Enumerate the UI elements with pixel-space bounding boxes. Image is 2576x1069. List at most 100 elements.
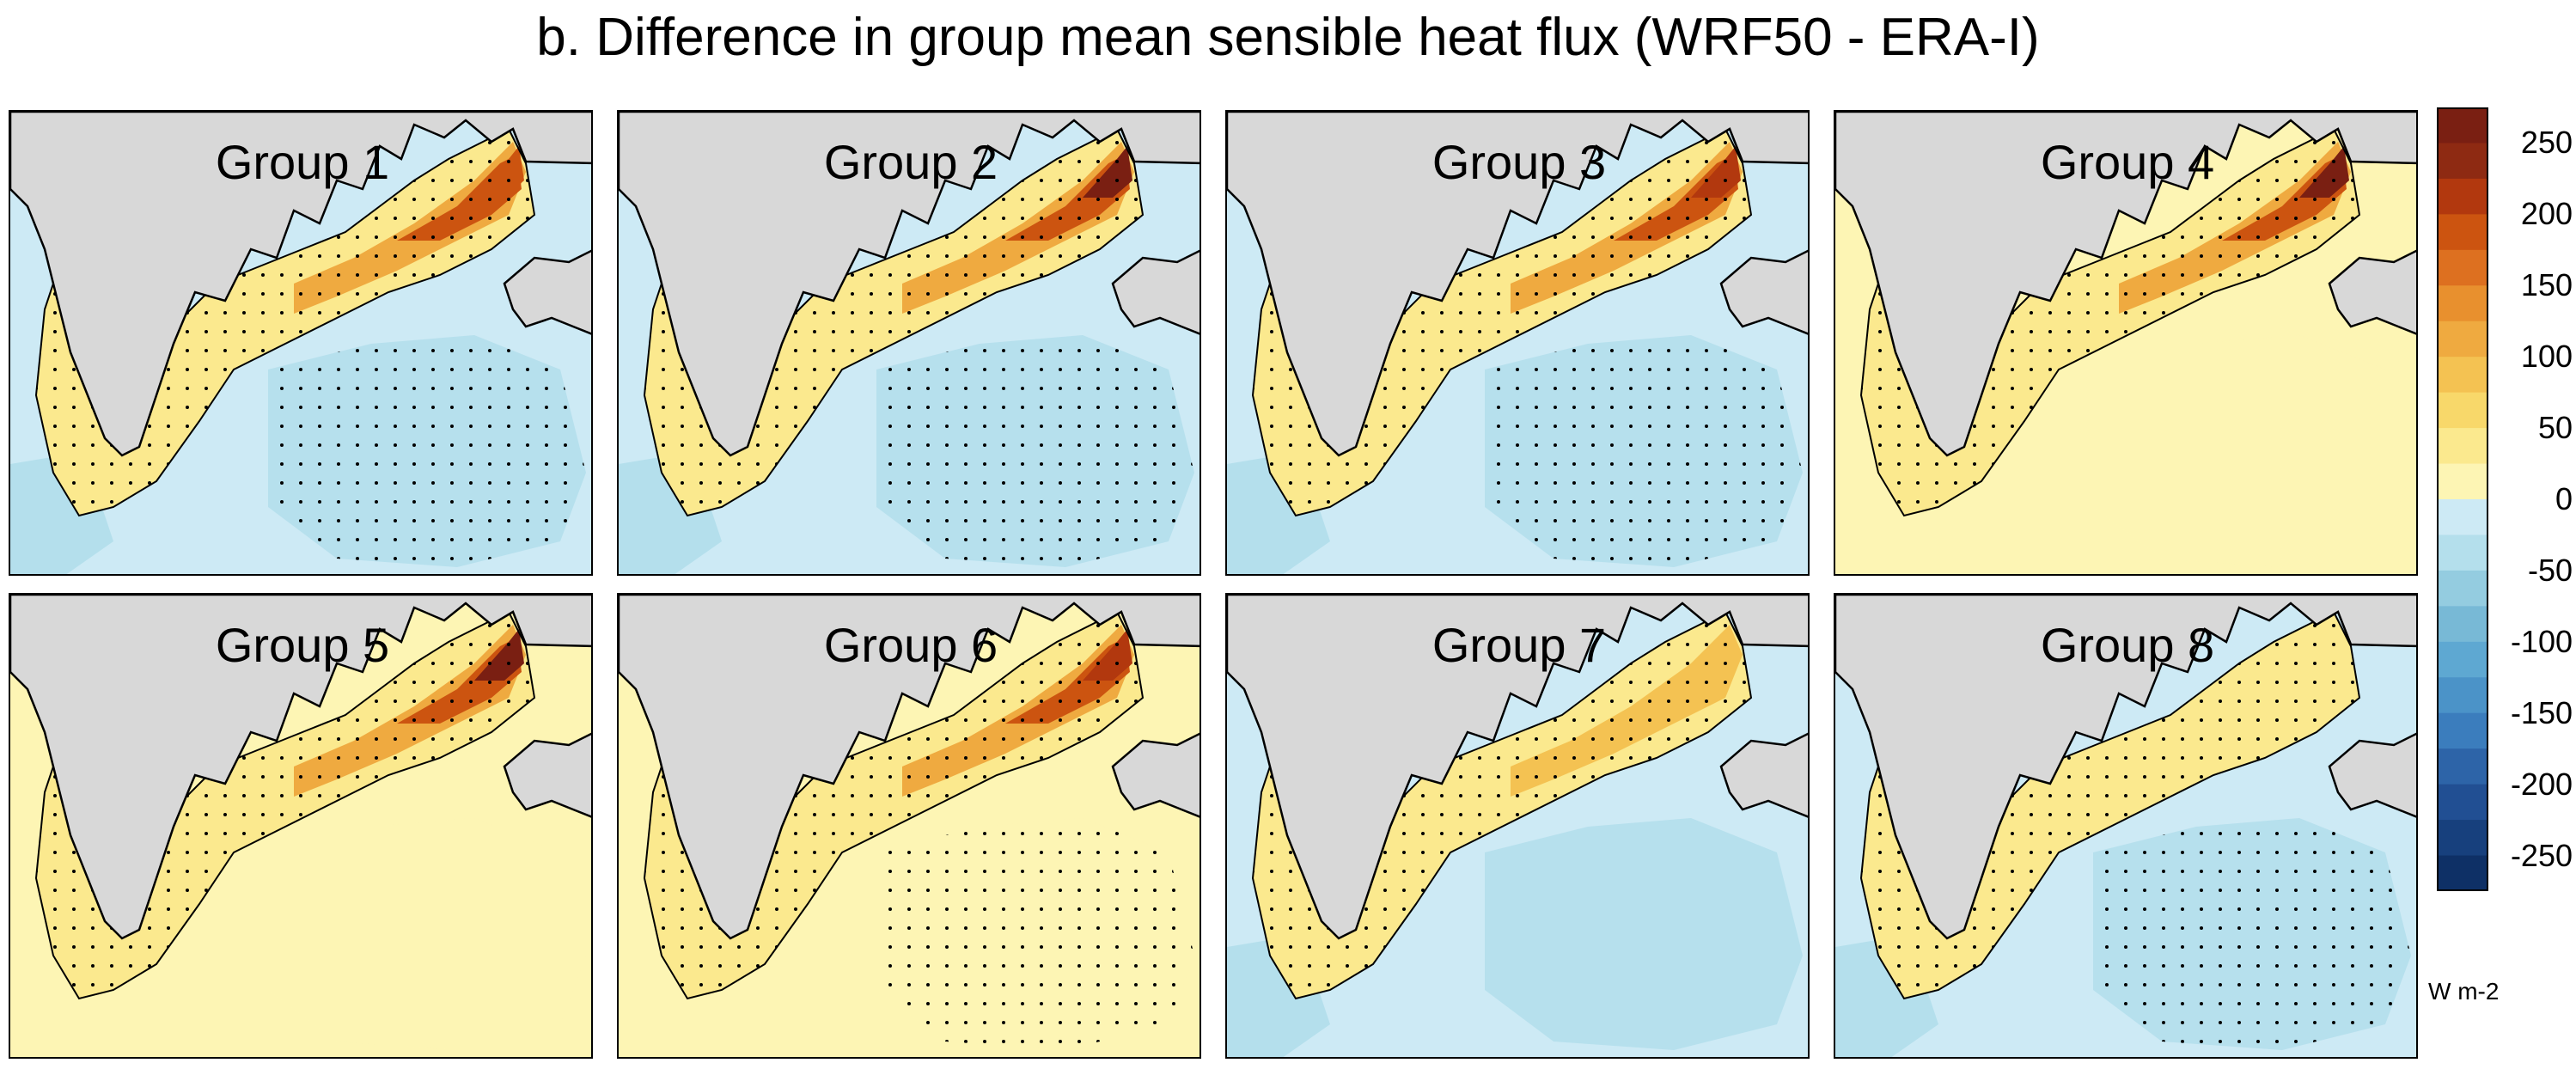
stipple-dot	[1002, 945, 1005, 949]
stipple-dot	[412, 425, 416, 428]
stipple-dot	[1040, 851, 1043, 854]
stipple-dot	[110, 945, 113, 949]
stipple-dot	[1402, 813, 1406, 816]
stipple-dot	[1096, 538, 1100, 541]
stipple-dot	[299, 500, 302, 504]
stipple-dot	[394, 198, 397, 201]
stipple-dot	[662, 794, 665, 797]
stipple-dot	[1002, 889, 1005, 892]
stipple-dot	[1059, 519, 1062, 522]
stipple-dot	[1021, 462, 1024, 466]
stipple-dot	[775, 406, 778, 409]
stipple-dot	[1059, 349, 1062, 352]
stipple-dot	[945, 406, 949, 409]
stipple-dot	[242, 775, 246, 779]
stipple-dot	[545, 500, 548, 504]
stipple-dot	[1535, 254, 1538, 258]
stipple-dot	[737, 964, 741, 968]
stipple-dot	[945, 870, 949, 873]
stipple-dot	[1535, 406, 1538, 409]
stipple-dot	[1440, 311, 1444, 315]
stipple-dot	[167, 387, 170, 390]
stipple-dot	[983, 1002, 986, 1005]
shelf-core	[1511, 142, 1743, 314]
stipple-dot	[2332, 198, 2335, 201]
shelf-anomaly	[1253, 612, 1751, 999]
stipple-dot	[1591, 387, 1595, 390]
stipple-dot	[1383, 406, 1387, 409]
stipple-dot	[469, 481, 473, 485]
stipple-dot	[813, 813, 816, 816]
stipple-dot	[1002, 406, 1005, 409]
stipple-dot	[1761, 538, 1765, 541]
offshore-anomaly	[1485, 818, 1803, 1050]
stipple-dot	[1535, 443, 1538, 447]
stipple-dot	[870, 813, 873, 816]
stipple-dot	[1002, 756, 1005, 760]
stipple-dot	[1705, 681, 1708, 684]
stipple-dot	[488, 160, 491, 163]
stipple-dot	[983, 462, 986, 466]
stipple-dot	[2105, 311, 2109, 315]
stipple-dot	[337, 794, 340, 797]
stipple-dot	[337, 481, 340, 485]
stipple-dot	[129, 462, 132, 466]
stipple-dot	[1667, 443, 1670, 447]
stipple-dot	[1497, 794, 1500, 797]
stipple-dot	[1535, 519, 1538, 522]
stipple-dot	[564, 481, 567, 485]
stipple-dot	[1724, 141, 1727, 144]
stipple-dot	[1134, 481, 1138, 485]
stipple-dot	[2162, 235, 2165, 239]
stipple-dot	[1021, 983, 1024, 987]
stipple-dot	[450, 500, 454, 504]
stipple-dot	[851, 756, 854, 760]
stipple-dot	[1591, 406, 1595, 409]
stipple-dot	[1629, 699, 1633, 703]
stipple-dot	[1629, 462, 1633, 466]
stipple-dot	[223, 330, 227, 333]
stipple-dot	[1686, 538, 1689, 541]
stipple-dot	[1667, 699, 1670, 703]
stipple-dot	[1077, 1002, 1081, 1005]
stipple-dot	[1780, 443, 1784, 447]
stipple-dot	[1308, 425, 1311, 428]
stipple-dot	[1686, 481, 1689, 485]
stipple-dot	[375, 557, 378, 560]
stipple-dot	[945, 926, 949, 930]
stipple-dot	[507, 481, 510, 485]
stipple-dot	[1459, 349, 1462, 352]
stipple-dot	[983, 983, 986, 987]
stipple-dot	[2256, 179, 2260, 182]
stipple-dot	[1591, 519, 1595, 522]
stipple-dot	[888, 273, 892, 277]
stipple-dot	[737, 945, 741, 949]
stipple-dot	[526, 519, 529, 522]
stipple-dot	[964, 851, 968, 854]
stipple-dot	[1667, 387, 1670, 390]
stipple-dot	[450, 235, 454, 239]
stipple-dot	[91, 462, 95, 466]
stipple-dot	[72, 945, 76, 949]
stipple-dot	[1059, 443, 1062, 447]
stipple-dot	[1153, 889, 1157, 892]
stipple-dot	[907, 387, 911, 390]
map-panel: Group 4	[1834, 110, 2418, 576]
stipple-dot	[1992, 406, 1995, 409]
iceland-landmass	[1719, 249, 1808, 335]
stipple-dot	[431, 425, 435, 428]
stipple-dot	[926, 406, 930, 409]
stipple-dot	[1478, 756, 1481, 760]
stipple-dot	[1021, 387, 1024, 390]
stipple-dot	[1610, 425, 1614, 428]
stipple-dot	[1591, 254, 1595, 258]
stipple-dot	[167, 368, 170, 371]
stipple-dot	[1780, 481, 1784, 485]
stipple-dot	[1572, 718, 1576, 722]
stipple-dot	[545, 462, 548, 466]
stipple-dot	[907, 945, 911, 949]
stipple-dot	[1629, 557, 1633, 560]
stipple-dot	[2048, 311, 2052, 315]
stipple-dot	[1878, 425, 1882, 428]
stipple-dot	[1077, 198, 1081, 201]
